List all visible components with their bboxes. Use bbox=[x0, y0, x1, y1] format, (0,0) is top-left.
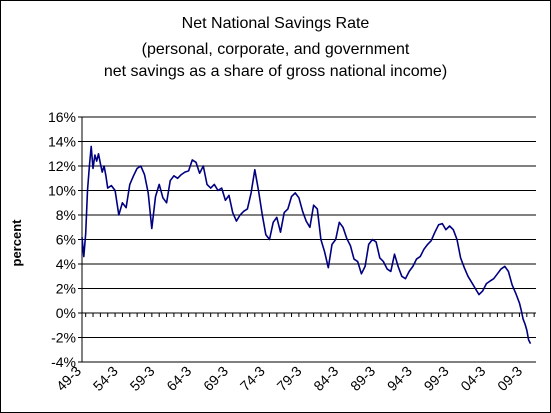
y-tick-label: 6% bbox=[56, 232, 76, 248]
x-tick-label: 84-3 bbox=[310, 363, 341, 394]
x-tick-label: 64-3 bbox=[163, 363, 194, 394]
chart-title-line-1: Net National Savings Rate bbox=[181, 15, 370, 32]
y-tick-label: 14% bbox=[48, 134, 76, 150]
x-tick-label: 99-3 bbox=[421, 363, 452, 394]
x-tick-label: 69-3 bbox=[200, 363, 231, 394]
chart-title-line-2: (personal, corporate, and government bbox=[141, 41, 410, 58]
y-tick-label: 10% bbox=[48, 183, 76, 199]
y-tick-label: -2% bbox=[51, 330, 76, 346]
x-tick-label: 04-3 bbox=[457, 363, 488, 394]
y-tick-label: 12% bbox=[48, 158, 76, 174]
x-tick-label: 09-3 bbox=[494, 363, 525, 394]
y-tick-label: 8% bbox=[56, 207, 76, 223]
series-line bbox=[81, 145, 532, 344]
y-tick-label: 0% bbox=[56, 305, 76, 321]
y-tick-label: 4% bbox=[56, 256, 76, 272]
x-tick-label: 74-3 bbox=[237, 363, 268, 394]
y-tick-label: 16% bbox=[48, 109, 76, 125]
y-tick-label: 2% bbox=[56, 281, 76, 297]
x-tick-label: 54-3 bbox=[90, 363, 121, 394]
x-tick-label: 59-3 bbox=[127, 363, 158, 394]
x-tick-label: 89-3 bbox=[347, 363, 378, 394]
y-tick-label: -4% bbox=[51, 354, 76, 370]
chart-title-line-3: net savings as a share of gross national… bbox=[103, 63, 448, 80]
x-tick-label: 94-3 bbox=[384, 363, 415, 394]
x-tick-label: 79-3 bbox=[274, 363, 305, 394]
